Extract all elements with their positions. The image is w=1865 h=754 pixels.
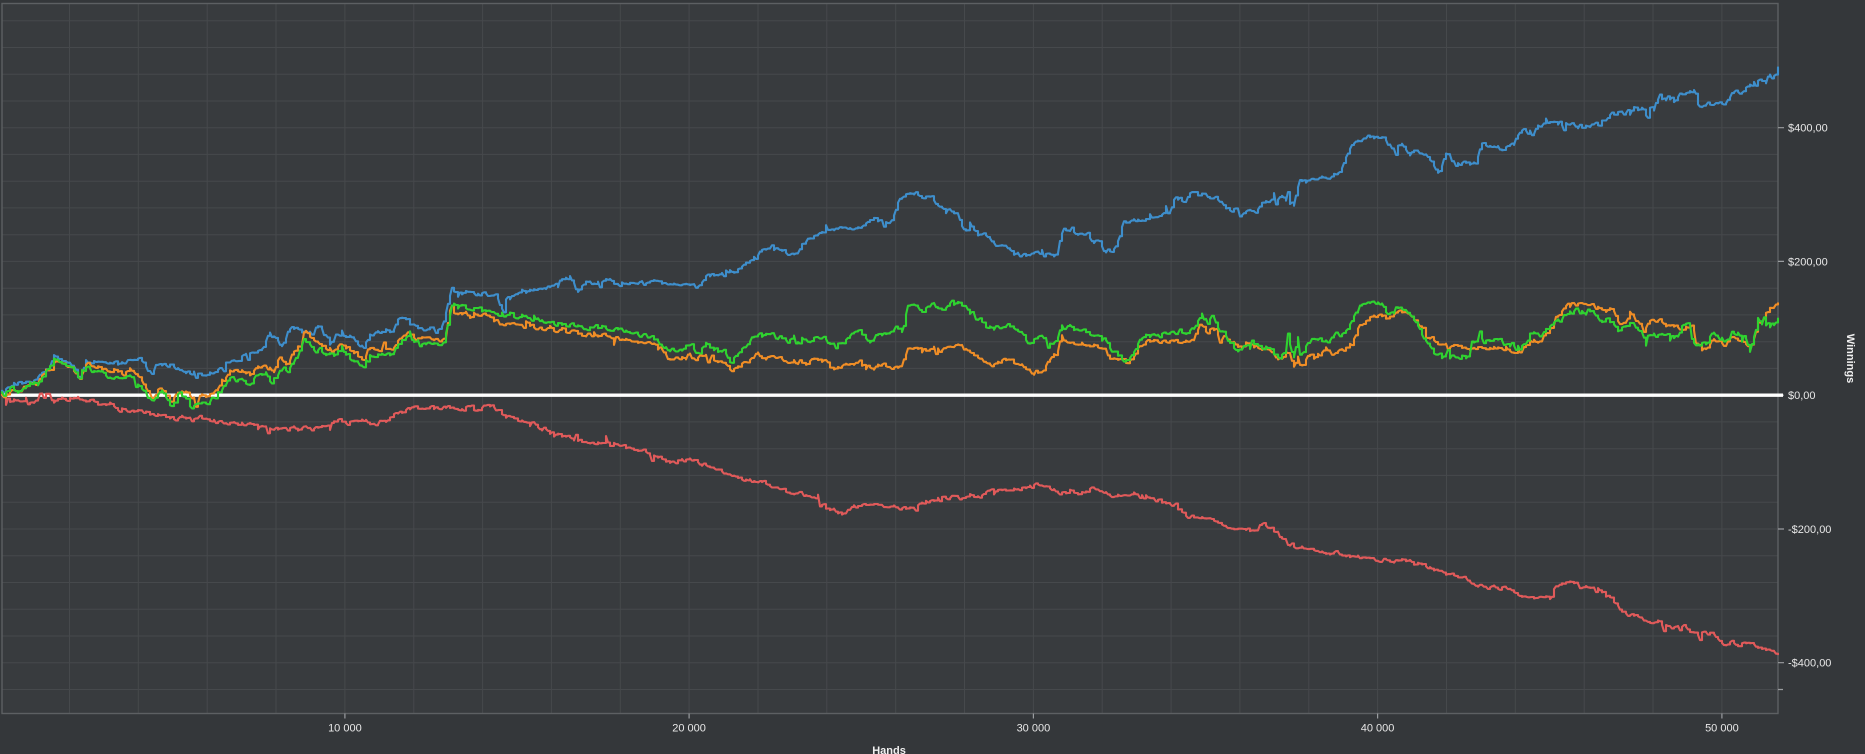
svg-text:10 000: 10 000 [328,723,362,735]
svg-text:50 000: 50 000 [1705,723,1739,735]
svg-text:Winnings: Winnings [1844,334,1856,383]
svg-text:Hands: Hands [872,745,906,754]
svg-text:$0,00: $0,00 [1788,390,1816,402]
svg-text:-$200,00: -$200,00 [1788,524,1831,536]
svg-text:30 000: 30 000 [1017,723,1051,735]
svg-text:40 000: 40 000 [1361,723,1395,735]
svg-text:20 000: 20 000 [672,723,706,735]
svg-text:$400,00: $400,00 [1788,123,1828,135]
svg-text:-$400,00: -$400,00 [1788,658,1831,670]
svg-text:$200,00: $200,00 [1788,256,1828,268]
